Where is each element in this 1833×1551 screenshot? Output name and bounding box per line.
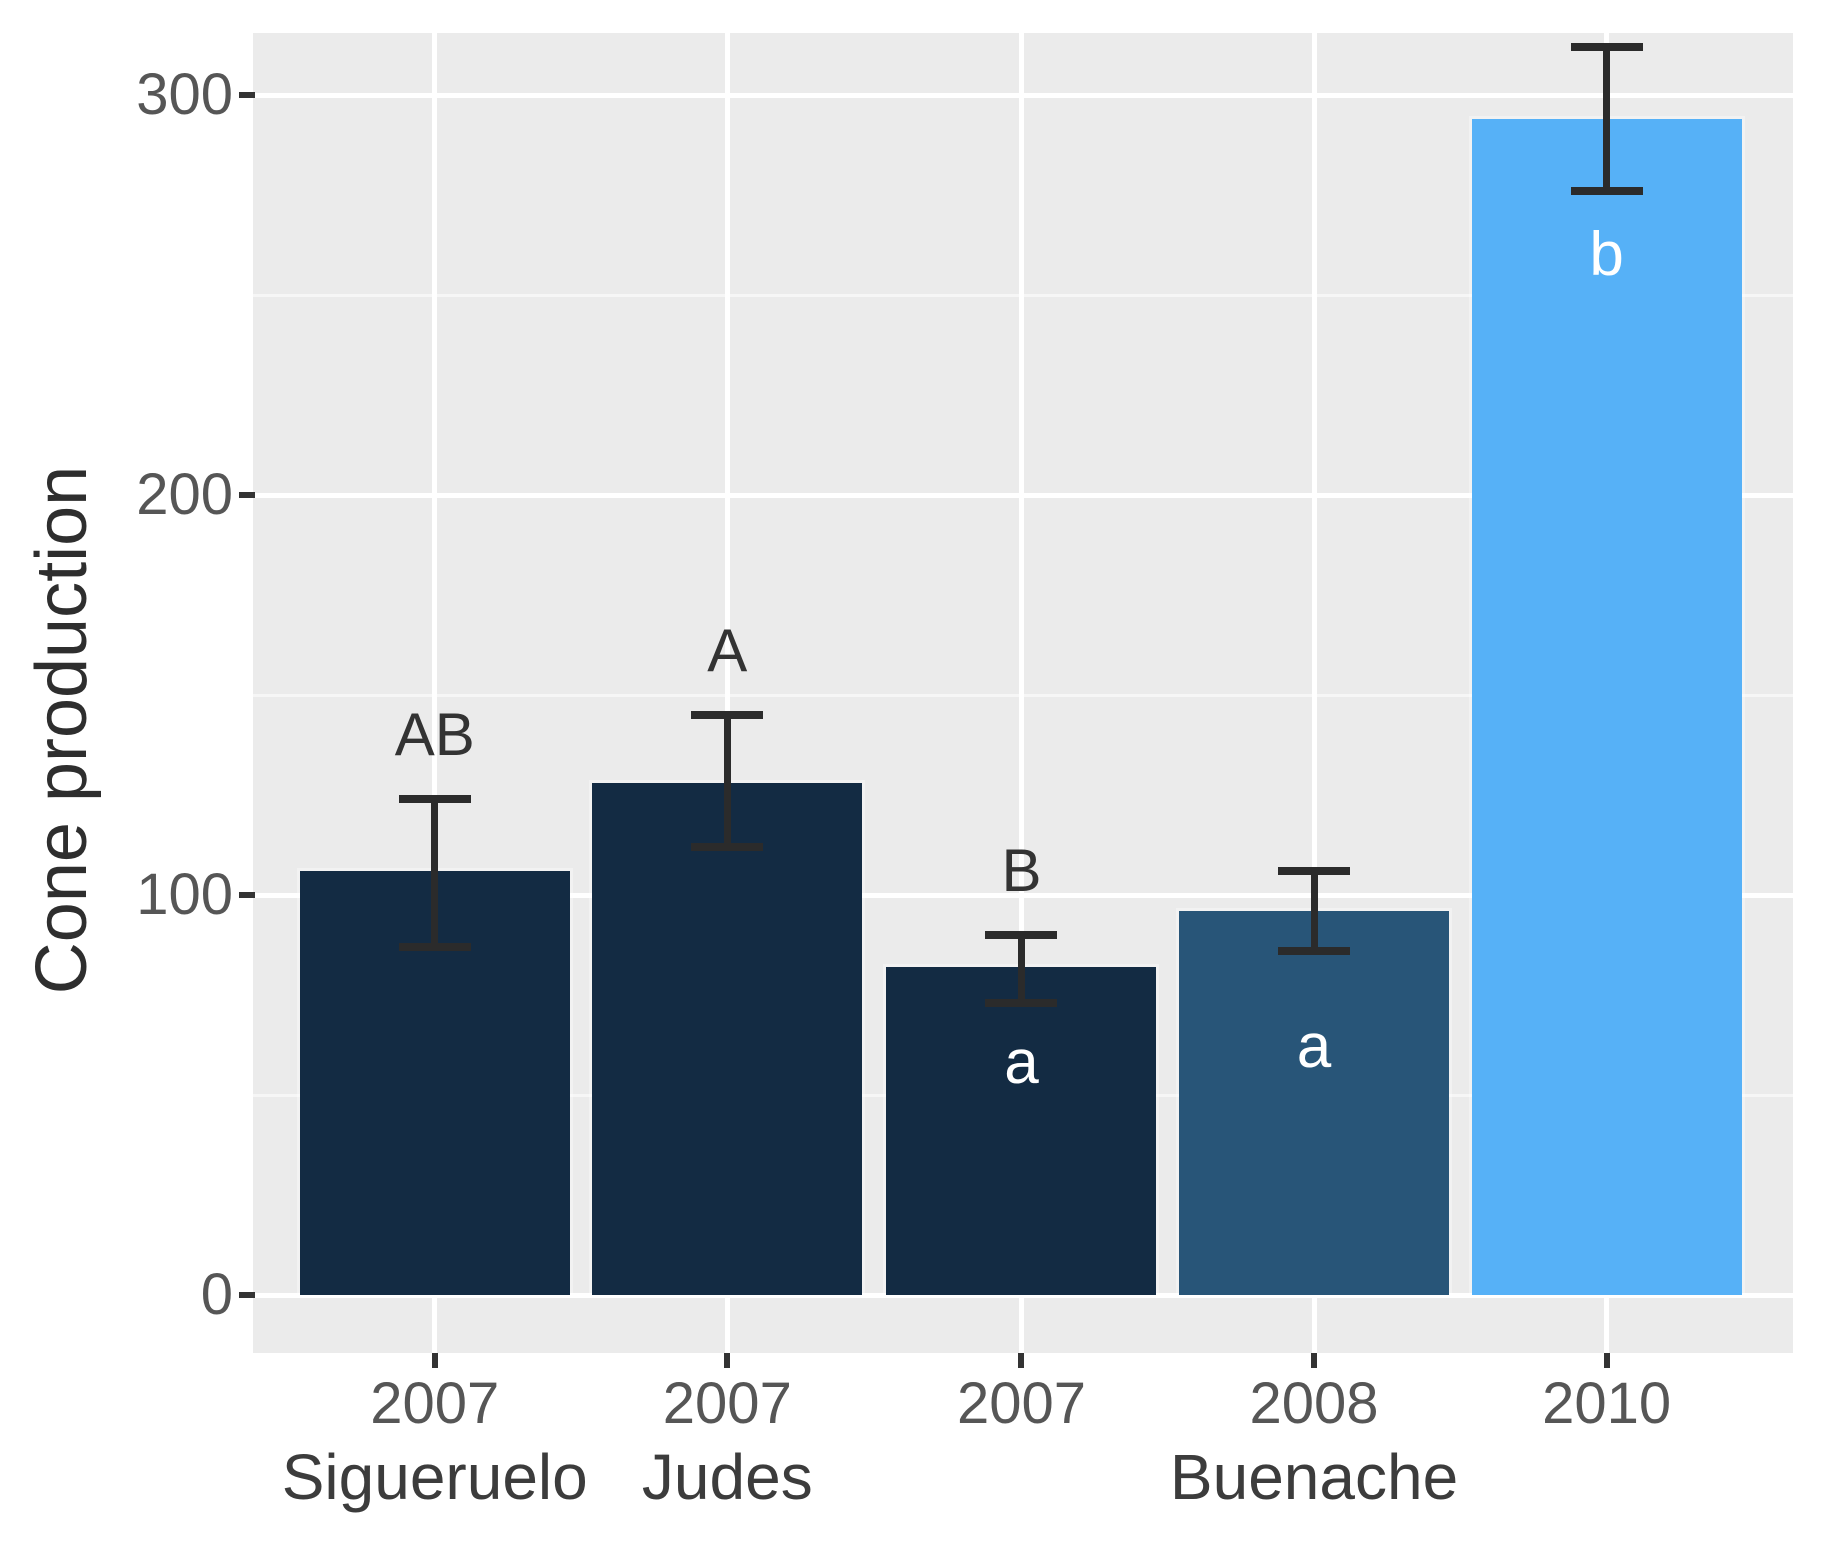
x-group-label: Judes xyxy=(641,1441,813,1513)
significance-letter: a xyxy=(1004,1028,1039,1097)
error-bar-cap xyxy=(398,943,471,951)
vertical-gridline xyxy=(724,33,730,1353)
significance-letter: a xyxy=(1296,1012,1332,1081)
x-group-label: Buenache xyxy=(1169,1441,1459,1513)
x-tick-mark xyxy=(724,1353,731,1368)
bar xyxy=(592,783,863,1295)
error-bar-cap xyxy=(1278,867,1351,875)
x-tick-label: 2007 xyxy=(662,1371,792,1436)
error-bar-cap xyxy=(691,711,764,719)
significance-letter: A xyxy=(707,617,748,684)
x-tick-mark xyxy=(431,1353,438,1368)
y-tick-mark xyxy=(239,1292,255,1298)
bar xyxy=(1179,911,1450,1295)
error-bar-cap xyxy=(1570,187,1643,195)
error-bar-cap xyxy=(1278,947,1351,955)
vertical-gridline xyxy=(432,33,438,1353)
x-group-label: Sigueruelo xyxy=(281,1441,588,1513)
x-tick-label: 2007 xyxy=(370,1371,500,1436)
error-bar-line xyxy=(723,715,731,847)
y-tick-label: 0 xyxy=(200,1262,233,1327)
y-tick-label: 300 xyxy=(136,62,233,127)
vertical-gridline xyxy=(1018,33,1024,1353)
error-bar-cap xyxy=(691,843,764,851)
significance-letter: b xyxy=(1589,220,1624,289)
y-tick-label: 200 xyxy=(136,462,233,527)
y-tick-mark xyxy=(239,492,255,498)
x-tick-label: 2008 xyxy=(1249,1371,1379,1436)
significance-letter: AB xyxy=(394,701,475,768)
error-bar-cap xyxy=(985,999,1058,1007)
error-bar-cap xyxy=(398,795,471,803)
error-bar-line xyxy=(1603,47,1611,191)
x-tick-mark xyxy=(1018,1353,1025,1368)
error-bar-line xyxy=(1017,935,1025,1003)
x-tick-mark xyxy=(1603,1353,1610,1368)
x-tick-label: 2010 xyxy=(1542,1371,1672,1436)
x-tick-mark xyxy=(1311,1353,1318,1368)
bar xyxy=(1471,119,1742,1295)
error-bar-line xyxy=(431,799,439,947)
x-tick-label: 2007 xyxy=(956,1371,1086,1436)
y-tick-label: 100 xyxy=(136,862,233,927)
y-tick-mark xyxy=(239,892,255,898)
error-bar-line xyxy=(1310,871,1318,951)
bar xyxy=(886,967,1157,1295)
error-bar-cap xyxy=(1570,43,1643,51)
significance-letter: B xyxy=(1001,837,1042,904)
error-bar-cap xyxy=(985,931,1058,939)
y-tick-mark xyxy=(239,92,255,98)
vertical-gridline xyxy=(1311,33,1317,1353)
